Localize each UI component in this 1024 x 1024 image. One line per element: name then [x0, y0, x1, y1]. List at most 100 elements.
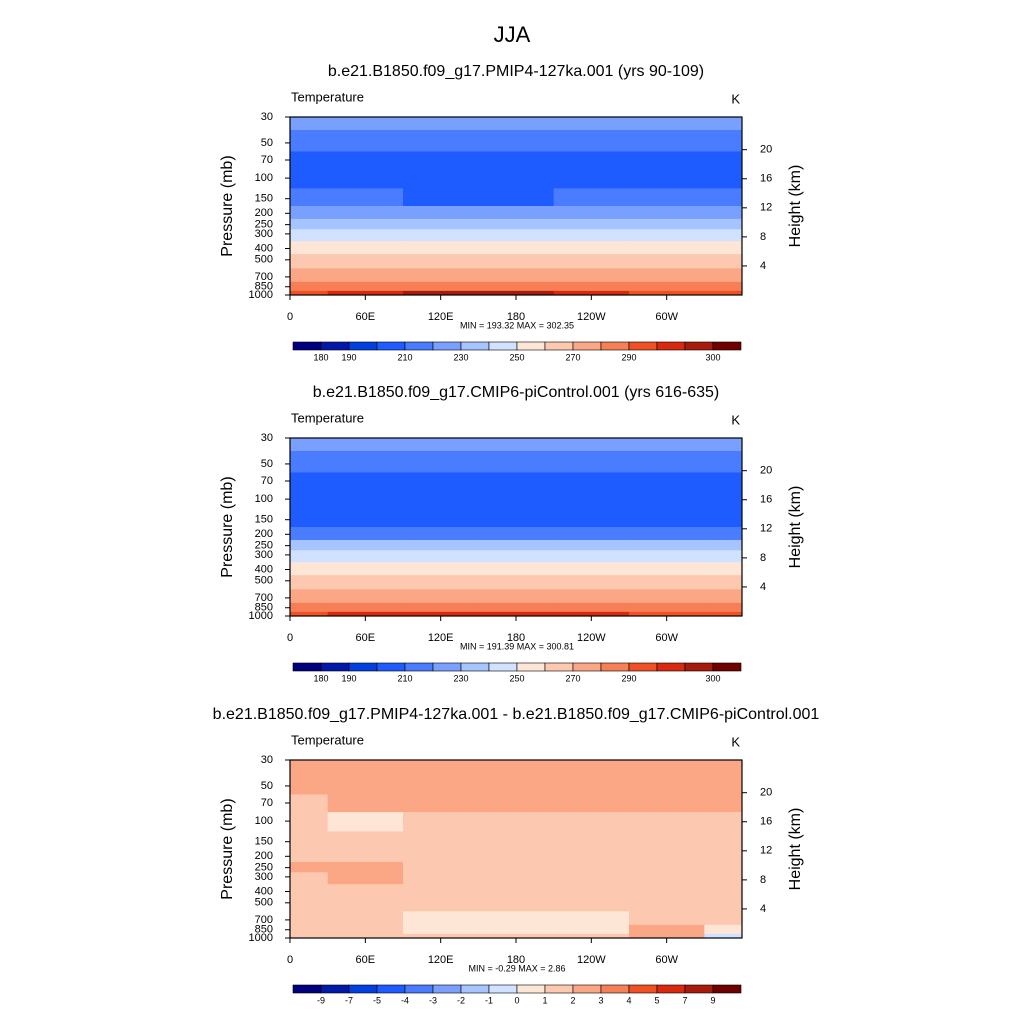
- field-cell: [478, 254, 555, 269]
- colorbar-label: -9: [317, 995, 325, 1005]
- field-cell: [629, 169, 705, 189]
- contour-field: [290, 117, 743, 296]
- colorbar-label: 3: [598, 995, 603, 1005]
- field-cell: [327, 849, 404, 863]
- colorbar-label: 230: [453, 673, 468, 683]
- field-cell: [403, 933, 479, 939]
- colorbar-box: [684, 984, 714, 994]
- field-cell: [629, 602, 705, 613]
- field-cell: [553, 188, 630, 207]
- field-cell: [290, 611, 329, 617]
- colorbar-box: [656, 984, 686, 994]
- field-cell: [290, 281, 329, 292]
- field-cell: [327, 884, 404, 898]
- colorbar-box: [656, 341, 686, 351]
- y-tick-label: 250: [255, 219, 273, 231]
- field-cell: [290, 229, 329, 242]
- y-axis-label: Pressure (mb): [219, 155, 236, 256]
- colorbar-label: 230: [453, 352, 468, 362]
- field-cell: [704, 924, 743, 935]
- field-cell: [553, 509, 630, 528]
- colorbar-box: [348, 662, 378, 672]
- x-tick-label: 120W: [577, 311, 606, 323]
- chart-title: b.e21.B1850.f09_g17.CMIP6-piControl.001 …: [313, 384, 719, 401]
- y2-tick-label: 20: [760, 787, 772, 799]
- field-cell: [290, 438, 329, 452]
- field-cell: [704, 169, 743, 189]
- y-tick-label: 70: [261, 154, 273, 166]
- colorbar-label: -4: [401, 995, 409, 1005]
- field-cell: [704, 897, 743, 912]
- field-cell: [629, 438, 705, 452]
- colorbar-label: 250: [509, 673, 524, 683]
- field-cell: [290, 169, 329, 189]
- y-tick-label: 150: [255, 514, 273, 526]
- field-cell: [704, 911, 743, 926]
- y-tick-label: 30: [261, 754, 273, 766]
- colorbar-label: 0: [514, 995, 519, 1005]
- field-cell: [629, 151, 705, 170]
- field-cell: [478, 562, 555, 576]
- field-cell: [403, 812, 479, 832]
- y2-tick-label: 4: [760, 581, 766, 593]
- colorbar-box: [572, 662, 602, 672]
- field-cell: [403, 562, 479, 576]
- units-label: K: [731, 734, 740, 749]
- colorbar-box: [488, 984, 518, 994]
- field-cell: [290, 254, 329, 269]
- x-tick-label: 180: [507, 632, 525, 644]
- field-cell: [629, 290, 705, 296]
- field-cell: [629, 589, 705, 604]
- y-tick-label: 30: [261, 111, 273, 123]
- colorbar-box: [628, 341, 658, 351]
- colorbar-label: -7: [345, 995, 353, 1005]
- colorbar-box: [292, 984, 322, 994]
- field-cell: [629, 611, 705, 617]
- x-tick-label: 0: [287, 311, 293, 323]
- y2-tick-label: 4: [760, 903, 766, 915]
- field-cell: [327, 772, 404, 795]
- chart-title: b.e21.B1850.f09_g17.PMIP4-127ka.001 - b.…: [213, 706, 820, 723]
- field-cell: [290, 241, 329, 255]
- field-cell: [478, 872, 555, 885]
- field-cell: [704, 472, 743, 491]
- field-cell: [290, 117, 329, 131]
- field-cell: [290, 872, 329, 885]
- colorbar-label: 190: [341, 352, 356, 362]
- y-tick-label: 300: [255, 549, 273, 561]
- field-cell: [290, 472, 329, 491]
- field-cell: [478, 772, 555, 795]
- stats-label: MIN = 191.39 MAX = 300.81: [460, 641, 574, 651]
- colorbar-box: [460, 984, 490, 994]
- field-cell: [478, 760, 555, 774]
- y-tick-label: 400: [255, 242, 273, 254]
- field-cell: [403, 438, 479, 452]
- field-cell: [704, 241, 743, 255]
- field-cell: [553, 872, 630, 885]
- x-tick-label: 60E: [356, 632, 376, 644]
- field-cell: [478, 861, 555, 873]
- colorbar-box: [320, 662, 350, 672]
- colorbar-box: [432, 984, 462, 994]
- field-cell: [327, 450, 404, 473]
- field-cell: [553, 550, 630, 563]
- colorbar-box: [404, 662, 434, 672]
- colorbar-box: [572, 341, 602, 351]
- field-cell: [327, 611, 404, 617]
- field-cell: [478, 527, 555, 541]
- field-cell: [403, 129, 479, 152]
- field-cell: [478, 218, 555, 230]
- field-cell: [553, 268, 630, 283]
- field-cell: [478, 911, 555, 926]
- y-tick-label: 200: [255, 207, 273, 219]
- field-cell: [629, 760, 705, 774]
- field-cell: [290, 450, 329, 473]
- field-cell: [629, 924, 705, 935]
- colorbar-box: [544, 662, 574, 672]
- colorbar-label: 180: [313, 352, 328, 362]
- y-tick-label: 300: [255, 871, 273, 883]
- field-cell: [629, 472, 705, 491]
- field-cell: [403, 281, 479, 292]
- field-cell: [327, 129, 404, 152]
- field-cell: [478, 539, 555, 551]
